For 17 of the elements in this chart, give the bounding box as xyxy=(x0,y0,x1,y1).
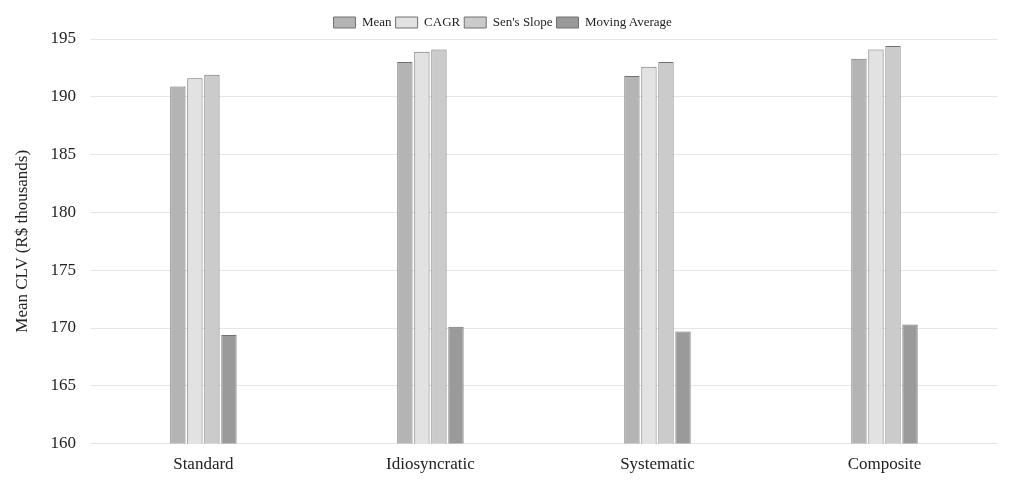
x-tick-label: Idiosyncratic xyxy=(386,454,476,474)
legend-label: Sen's Slope xyxy=(492,13,553,29)
y-tick-label: 170 xyxy=(50,317,76,337)
y-tick-label: 175 xyxy=(50,259,76,279)
x-tick-label: Systematic xyxy=(620,454,696,474)
legend-label: Moving Average xyxy=(585,13,672,29)
y-tick-label: 190 xyxy=(50,86,76,106)
y-axis-title: Mean CLV (R$ thousands) xyxy=(11,149,31,333)
y-tick-label: 185 xyxy=(50,144,76,164)
legend-label: Mean xyxy=(362,13,393,29)
y-tick-label: 165 xyxy=(50,375,76,395)
x-tick-label: Composite xyxy=(847,454,922,474)
legend-label: CAGR xyxy=(424,13,461,29)
y-tick-label: 160 xyxy=(50,433,76,453)
y-tick-label: 180 xyxy=(50,201,76,221)
y-tick-label: 195 xyxy=(50,28,76,48)
x-tick-label: Standard xyxy=(173,454,235,474)
